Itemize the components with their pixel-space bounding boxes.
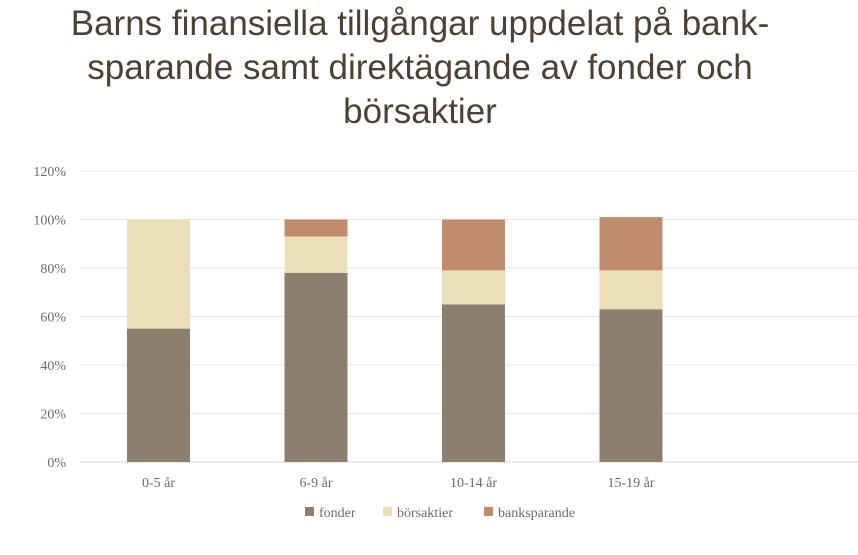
- x-tick-label: 6-9 år: [299, 476, 332, 491]
- y-tick-label: 100%: [33, 214, 66, 229]
- y-tick-label: 40%: [40, 359, 66, 374]
- bar-segment-banksparande: [442, 219, 505, 271]
- legend-label: börsaktier: [397, 506, 453, 521]
- bar-segment-banksparande: [599, 217, 663, 271]
- bar-segment-fonder: [599, 309, 663, 462]
- legend-swatch: [484, 507, 493, 516]
- y-tick-label: 120%: [33, 165, 66, 180]
- bar-segment-banksparande: [284, 219, 348, 237]
- bar-segment-fonder: [127, 328, 190, 462]
- y-tick-label: 80%: [40, 262, 66, 277]
- legend-swatch: [305, 507, 314, 516]
- x-tick-label: 15-19 år: [607, 476, 654, 491]
- y-tick-label: 20%: [40, 408, 66, 423]
- bar-segment-börsaktier: [127, 219, 190, 329]
- bar-segment-fonder: [442, 304, 505, 462]
- x-tick-label: 0-5 år: [142, 476, 175, 491]
- chart-title: Barns finansiella tillgångar uppdelat på…: [70, 4, 770, 131]
- bar-segment-fonder: [284, 272, 348, 462]
- legend-label: fonder: [319, 506, 356, 521]
- x-tick-label: 10-14 år: [450, 476, 497, 491]
- bar-segment-börsaktier: [599, 270, 663, 310]
- y-tick-label: 60%: [40, 311, 66, 326]
- legend-swatch: [383, 507, 392, 516]
- bar-segment-börsaktier: [284, 236, 348, 273]
- bar-segment-börsaktier: [442, 270, 505, 305]
- y-tick-label: 0%: [47, 456, 66, 471]
- legend-label: banksparande: [498, 506, 575, 521]
